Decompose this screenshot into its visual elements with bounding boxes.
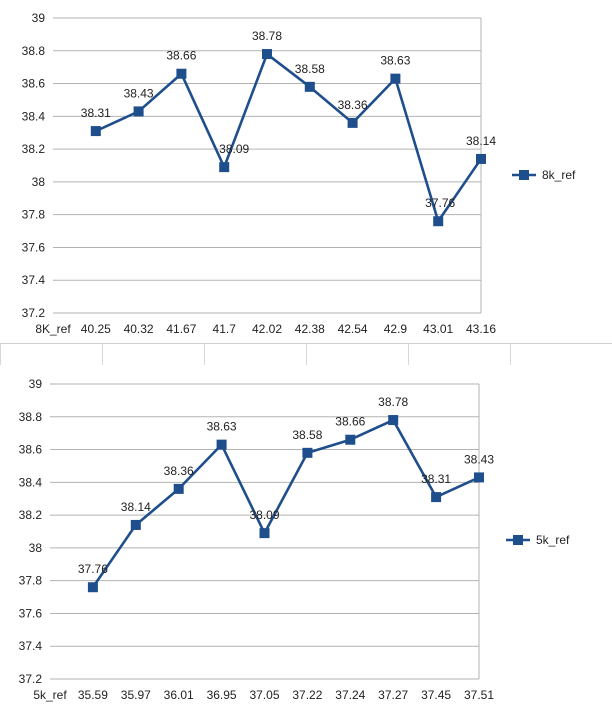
y-tick-label: 37.4 [19, 639, 43, 653]
x-tick-label: 37.51 [464, 688, 494, 702]
data-label: 38.09 [219, 142, 249, 156]
data-point-marker [390, 73, 401, 84]
data-point-marker [219, 162, 230, 173]
data-point-marker [431, 492, 442, 503]
data-point-marker [302, 447, 313, 458]
data-label: 38.63 [207, 420, 237, 434]
y-tick-label: 38.6 [19, 443, 43, 457]
data-label: 38.43 [464, 452, 494, 466]
data-point-marker [87, 582, 98, 593]
x-tick-label: 37.05 [249, 688, 279, 702]
data-point-marker [476, 153, 486, 164]
legend-marker [519, 170, 529, 180]
y-tick-label: 37.8 [19, 574, 43, 588]
x-tick-label: 41.67 [166, 322, 196, 336]
y-tick-label: 38.8 [22, 44, 46, 58]
data-point-marker [433, 216, 444, 227]
chart-8k-ref-svg: 37.2 37.4 37.6 37.8 38 38.2 38.4 38.6 38.8 39 8K_r… [22, 11, 576, 336]
chart-5k-ref-svg: 37.2 37.4 37.6 37.8 38 38.2 38.4 38.6 38.8 39 5k_r… [19, 377, 570, 702]
data-point-marker [474, 472, 484, 483]
y-tick-label: 37.2 [19, 672, 43, 686]
x-tick-label: 42.38 [295, 322, 325, 336]
data-point-marker [304, 81, 315, 92]
data-label: 38.36 [164, 464, 194, 478]
data-label: 38.14 [121, 500, 151, 514]
chart-8k-ref[interactable]: 37.2 37.4 37.6 37.8 38 38.2 38.4 38.6 38.8 39 8K_r… [0, 0, 612, 343]
x-tick-label: 43.16 [466, 322, 496, 336]
data-label: 38.58 [295, 62, 325, 76]
x-tick-label: 5k_ref [33, 688, 67, 702]
y-tick-label: 38.4 [19, 475, 43, 489]
y-tick-label: 38.4 [22, 109, 46, 123]
legend-label: 5k_ref [536, 533, 570, 547]
data-point-marker [262, 49, 272, 60]
data-point-marker [388, 415, 399, 426]
data-label: 38.09 [249, 508, 279, 522]
data-point-marker [90, 126, 101, 137]
x-tick-label: 42.54 [338, 322, 368, 336]
x-tick-label: 37.45 [421, 688, 451, 702]
x-tick-label: 35.59 [78, 688, 108, 702]
y-tick-label: 37.4 [22, 273, 46, 287]
x-tick-label: 36.01 [164, 688, 194, 702]
data-label: 38.36 [338, 98, 368, 112]
y-tick-label: 39 [29, 377, 43, 391]
x-tick-label: 37.24 [335, 688, 365, 702]
data-label: 38.78 [252, 29, 282, 43]
x-tick-label: 37.27 [378, 688, 408, 702]
data-label: 38.63 [380, 54, 410, 68]
data-label: 38.66 [166, 49, 196, 63]
x-tick-label: 37.22 [292, 688, 322, 702]
spreadsheet-row-separator [0, 343, 612, 367]
data-point-marker [130, 519, 141, 530]
y-tick-label: 37.8 [22, 208, 46, 222]
x-tick-label: 36.95 [207, 688, 237, 702]
data-point-marker [259, 528, 270, 539]
data-label: 38.14 [466, 134, 496, 148]
data-label: 38.66 [335, 415, 365, 429]
data-label: 38.58 [292, 428, 322, 442]
y-tick-label: 38.8 [19, 410, 43, 424]
chart-5k-ref[interactable]: 37.2 37.4 37.6 37.8 38 38.2 38.4 38.6 38.8 39 5k_r… [0, 365, 612, 717]
data-point-marker [176, 68, 187, 79]
y-tick-label: 38.2 [19, 508, 43, 522]
legend-marker [513, 535, 523, 545]
data-point-marker [216, 439, 227, 450]
series-line [91, 418, 480, 588]
x-tick-label: 42.02 [252, 322, 282, 336]
x-tick-label: 8K_ref [35, 322, 71, 336]
data-point-marker [345, 434, 356, 445]
data-point-marker [173, 483, 184, 494]
y-tick-label: 38.6 [22, 77, 46, 91]
y-tick-label: 38 [32, 175, 46, 189]
data-label: 38.78 [378, 395, 408, 409]
data-label: 38.31 [421, 472, 451, 486]
x-tick-label: 35.97 [121, 688, 151, 702]
data-label: 37.76 [425, 196, 455, 210]
data-point-marker [133, 106, 144, 117]
series-line [95, 52, 483, 223]
x-tick-label: 40.25 [81, 322, 111, 336]
y-tick-label: 39 [32, 11, 46, 25]
data-label: 37.76 [78, 562, 108, 576]
x-tick-label: 42.9 [384, 322, 408, 336]
data-label: 38.31 [81, 106, 111, 120]
x-tick-label: 43.01 [423, 322, 453, 336]
y-tick-label: 37.6 [19, 606, 43, 620]
y-tick-label: 37.6 [22, 240, 46, 254]
legend-label: 8k_ref [542, 168, 576, 182]
y-tick-label: 37.2 [22, 306, 46, 320]
y-tick-label: 38.2 [22, 142, 46, 156]
data-label: 38.43 [124, 86, 154, 100]
data-point-marker [347, 117, 358, 128]
y-tick-label: 38 [29, 541, 43, 555]
x-tick-label: 41.7 [213, 322, 237, 336]
x-tick-label: 40.32 [124, 322, 154, 336]
